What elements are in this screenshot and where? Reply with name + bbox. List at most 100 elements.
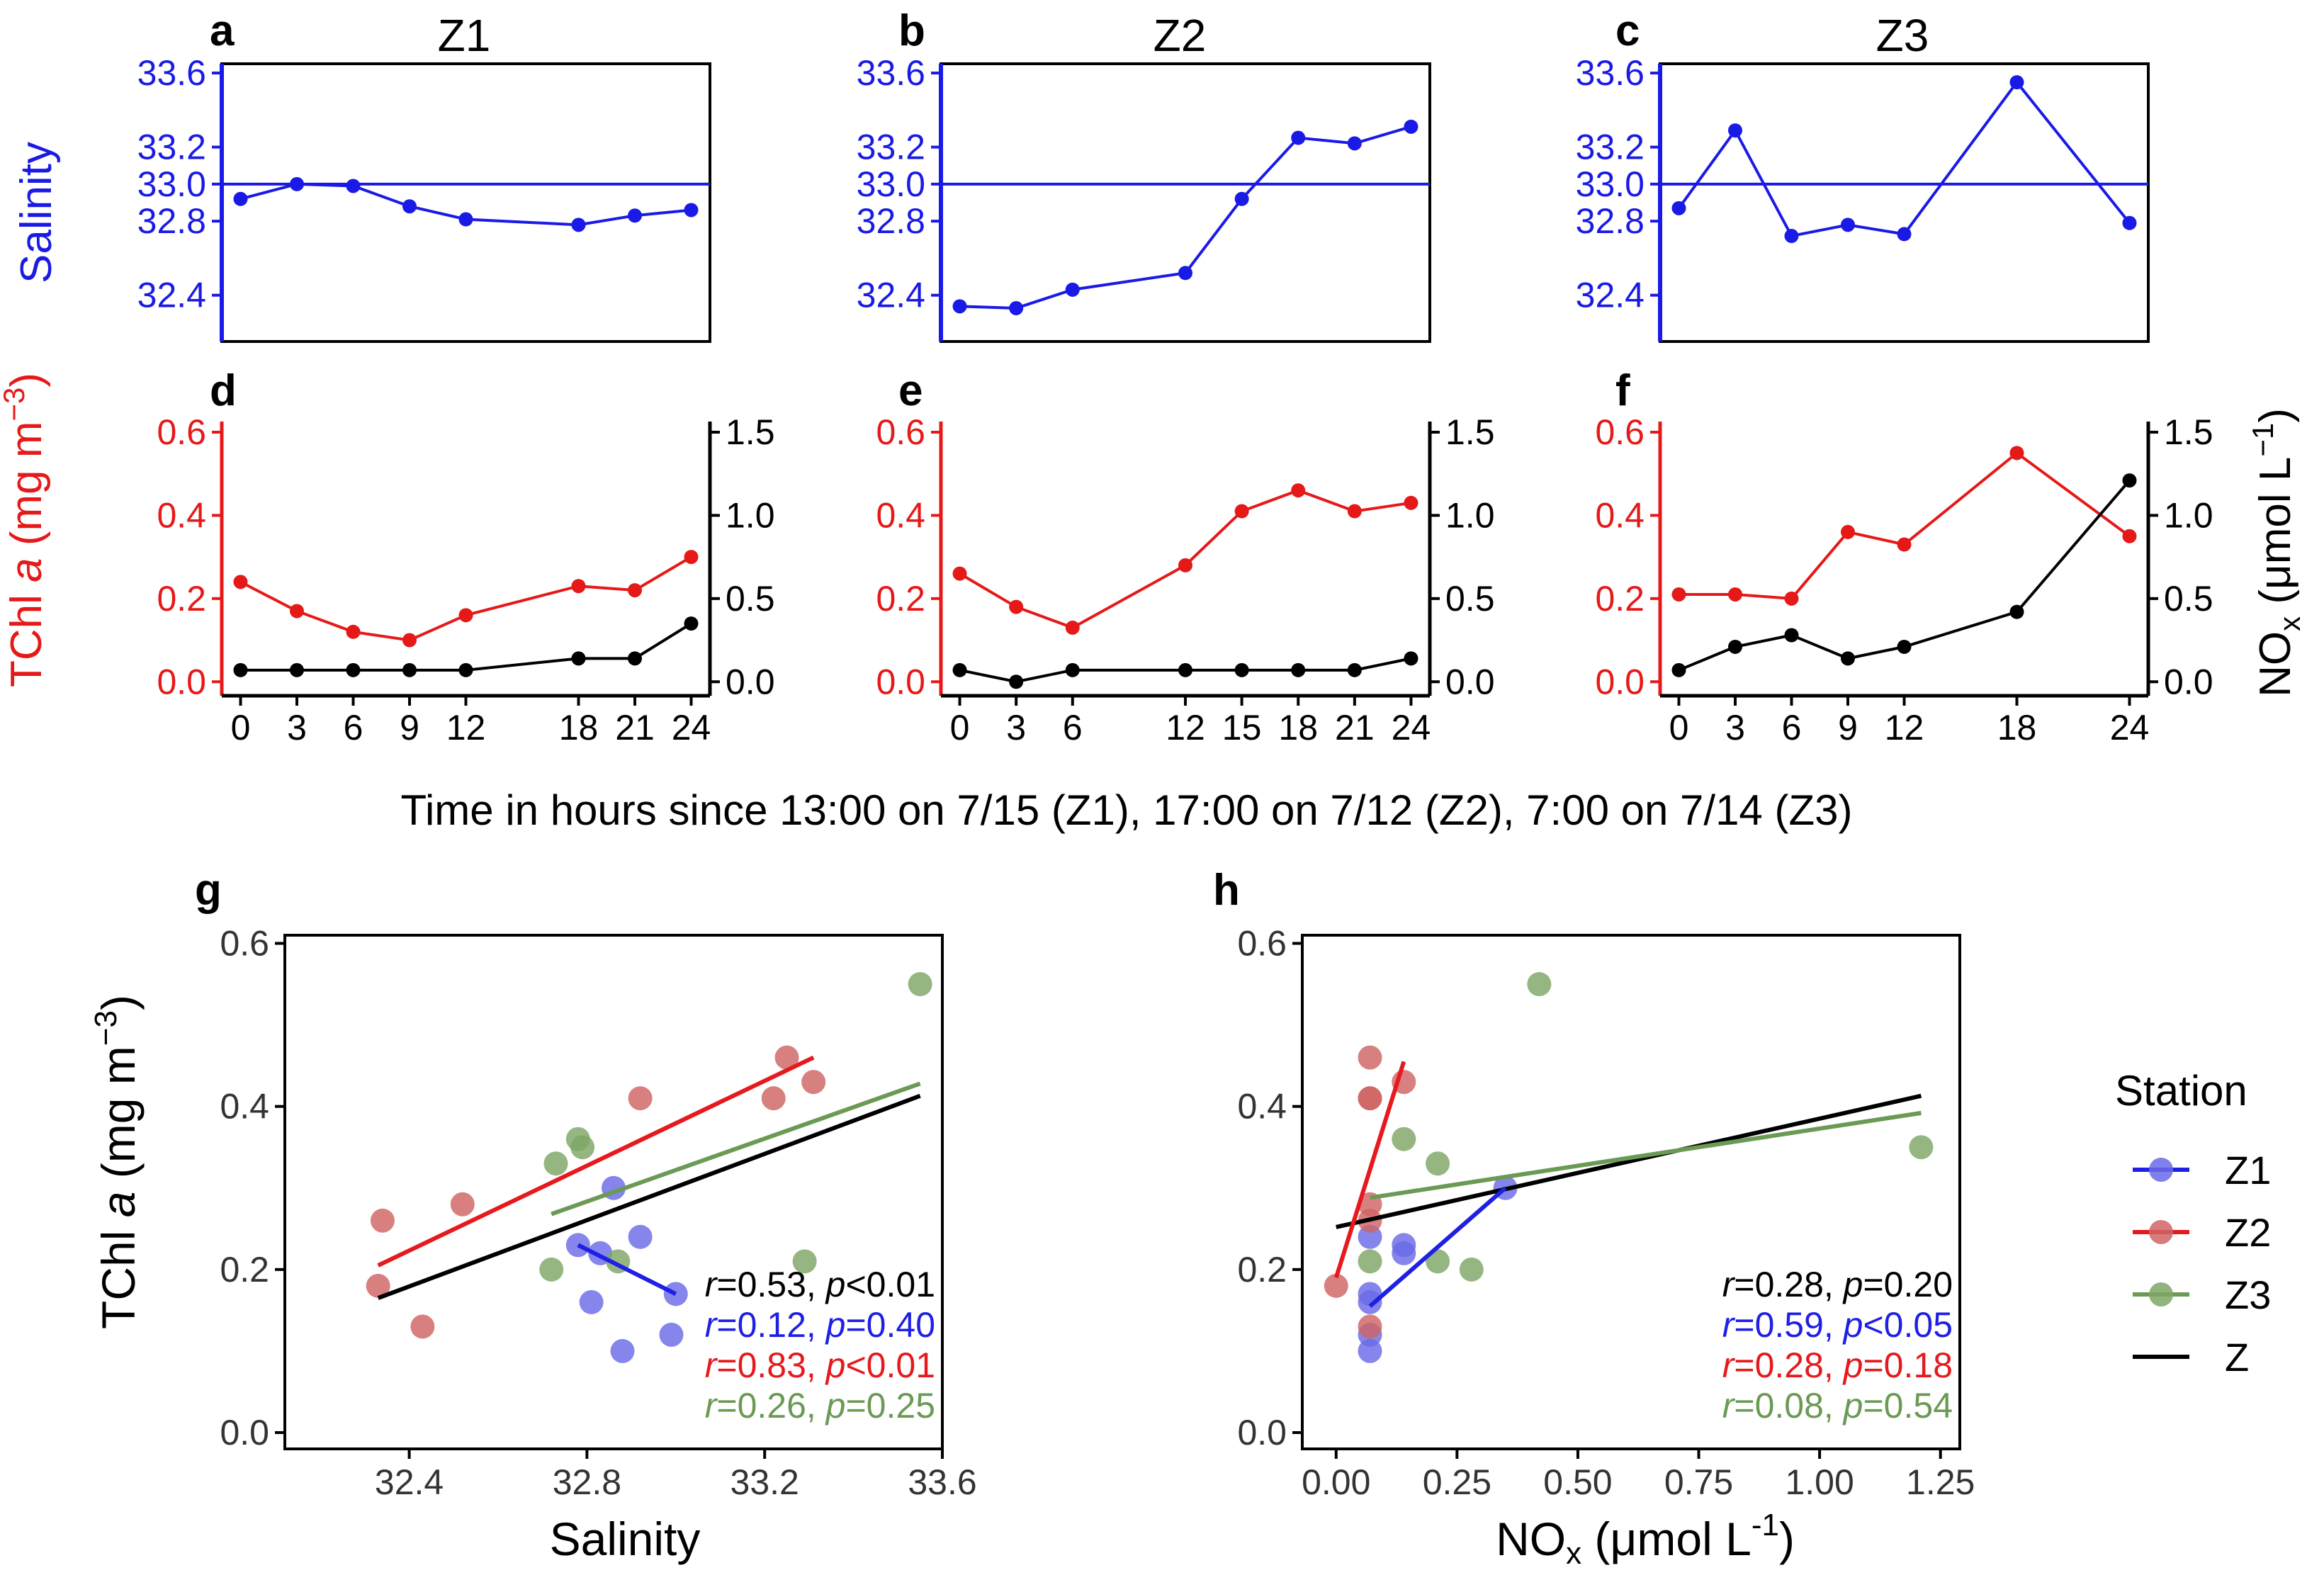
legend-marker — [2149, 1220, 2173, 1244]
panel-a-frame — [220, 62, 711, 343]
panel-e-ytick-right-label: 0.5 — [1445, 579, 1495, 619]
panel-g-point-z2 — [450, 1192, 475, 1216]
panel-a-ytick-label: 33.6 — [137, 53, 206, 93]
panel-e-tchl-point — [1404, 495, 1418, 510]
panel-e-xtick-label: 15 — [1222, 708, 1262, 747]
panel-b-ytick-label: 32.8 — [857, 201, 925, 241]
panels-layer: 32.432.833.033.233.6a Z132.432.833.033.23… — [137, 6, 2213, 1502]
panel-b-frame — [940, 62, 1431, 343]
legend-item-z1: Z1 — [2133, 1148, 2271, 1192]
panel-f-ytick-right-label: 0.0 — [2164, 662, 2213, 701]
panel-e-xtick-label: 3 — [1006, 708, 1026, 747]
panel-f-tchl-point — [2009, 446, 2024, 461]
panel-b-salinity-line — [959, 125, 1412, 310]
panel-g-xtick-label: 32.8 — [553, 1462, 621, 1502]
panel-g-point-z1 — [579, 1289, 604, 1314]
panel-g-ytick-label: 0.6 — [220, 924, 269, 964]
panel-b-salinity-point — [1234, 191, 1249, 206]
panel-g-fit-z3 — [551, 1081, 921, 1216]
legend-item-z3: Z3 — [2133, 1272, 2271, 1317]
panel-e-nox-point — [1404, 651, 1418, 666]
panel-d-tchl-point — [628, 583, 642, 598]
legend-item-z2: Z2 — [2133, 1210, 2271, 1255]
panel-f-xtick-label: 24 — [2110, 708, 2150, 747]
panel-a-ytick-label: 32.8 — [137, 201, 206, 241]
panel-b-salinity-point — [1347, 136, 1362, 151]
panel-b-ytick-label: 33.2 — [857, 128, 925, 167]
panel-e-tchl-point — [1347, 504, 1362, 519]
panel-f-ytick-left-label: 0.4 — [1595, 495, 1645, 535]
panel-h-point-z3 — [1426, 1151, 1450, 1176]
panel-a-salinity-point — [684, 203, 699, 218]
panel-a-salinity-point — [233, 191, 248, 206]
tchl-top-axis-title: TChl a (mg m−3) — [0, 373, 51, 687]
panel-h-letter: h — [1213, 866, 1240, 915]
panel-f-tchl-point — [1671, 587, 1686, 602]
panel-g-xtick-label: 33.6 — [908, 1462, 976, 1502]
panel-h-stat-z: r=0.28, p=0.20 — [1722, 1265, 1953, 1304]
panel-h-xtick-label: 1.00 — [1785, 1462, 1854, 1502]
panel-c-salinity-point — [1728, 123, 1742, 138]
panel-b-salinity-point — [952, 299, 967, 314]
panel-e-tchl-point — [1065, 620, 1080, 635]
panel-e-nox-point — [952, 662, 967, 677]
panel-g-stat-z2: r=0.83, p<0.01 — [705, 1345, 935, 1385]
panel-c-ytick-label: 33.2 — [1576, 128, 1645, 167]
panel-g-point-z2 — [410, 1314, 435, 1339]
panel-h-point-z2 — [1358, 1045, 1382, 1070]
panel-c-ytick-label: 32.4 — [1576, 276, 1645, 315]
panel-a-salinity-point — [346, 179, 361, 193]
common-time-xlabel: Time in hours since 13:00 on 7/15 (Z1), … — [401, 786, 1853, 834]
legend: Station Z1 Z2 Z3 Z — [2115, 1067, 2271, 1379]
legend-item-z: Z — [2133, 1335, 2249, 1379]
panel-h-point-z3 — [1909, 1135, 1934, 1160]
panel-b-salinity-point — [1065, 282, 1080, 297]
panel-b-salinity-point — [1404, 119, 1418, 134]
panel-e-xtick-label: 18 — [1278, 708, 1318, 747]
panel-e-tchl-point — [1234, 504, 1249, 519]
panel-f: 0.0 0.2 0.4 0.6 0.0 0.5 1.0 1.5 0 3 6 9 12 18 24 f — [1595, 366, 2213, 747]
panel-g-stat-z3: r=0.26, p=0.25 — [705, 1386, 935, 1426]
panel-e-xtick-label: 0 — [950, 708, 970, 747]
panel-b-salinity-point — [1009, 300, 1024, 315]
panel-f-nox-point — [1897, 639, 1912, 654]
panel-g-letter: g — [195, 866, 222, 915]
panel-e-nox-point — [1178, 662, 1192, 677]
panel-a-salinity-point — [290, 176, 304, 191]
panel-a-ytick-label: 33.2 — [137, 128, 206, 167]
panel-d-nox-point — [684, 616, 699, 631]
panel-g-point-z2 — [801, 1070, 826, 1095]
panel-e-xtick-label: 6 — [1063, 708, 1083, 747]
panel-h-point-z2 — [1358, 1086, 1382, 1111]
panel-e-nox-point — [1291, 662, 1306, 677]
panel-g-point-z1 — [659, 1322, 684, 1347]
panel-f-xtick-label: 9 — [1838, 708, 1858, 747]
panel-d-nox-line — [240, 622, 692, 672]
panel-e-nox-point — [1009, 674, 1024, 689]
panel-h-point-z2 — [1324, 1273, 1348, 1298]
panel-g: 0.0 0.2 0.4 0.6 32.4 32.8 33.2 33.6 r=0.53, p<0.… — [195, 866, 977, 1502]
panel-e-tchl-point — [952, 566, 967, 581]
panel-g-point-z2 — [370, 1208, 395, 1233]
panel-f-ytick-left-label: 0.0 — [1595, 662, 1645, 701]
panel-g-point-z3 — [539, 1257, 564, 1282]
panel-h-fit-z — [1336, 1093, 1922, 1229]
h-xlabel: NOx (μmol L-1) — [1496, 1508, 1795, 1571]
panel-f-tchl-point — [1841, 524, 1855, 539]
panel-d-nox-point — [628, 651, 642, 666]
panel-c-salinity-point — [1784, 229, 1799, 244]
panel-c-letter: c — [1615, 6, 1640, 55]
panel-f-tchl-point — [2122, 529, 2137, 543]
panel-f-nox-point — [1671, 662, 1686, 677]
panel-h-ytick-label: 0.4 — [1237, 1087, 1287, 1127]
panel-d-tchl-line — [239, 555, 692, 642]
panel-e-nox-point — [1234, 662, 1249, 677]
salinity-axis-title: Salinity — [12, 142, 61, 283]
panel-c-salinity-point — [1897, 227, 1912, 242]
panel-a-ytick-label: 33.0 — [137, 164, 206, 204]
panel-h: 0.0 0.2 0.4 0.6 0.00 0.25 0.50 0.75 1.00 1.25 r=0.… — [1213, 866, 1975, 1502]
panel-c-title: Z3 — [1876, 10, 1929, 61]
panel-d-nox-point — [346, 662, 361, 677]
panel-d-ytick-right-label: 0.0 — [726, 662, 775, 701]
panel-f-nox-point — [1728, 639, 1742, 654]
